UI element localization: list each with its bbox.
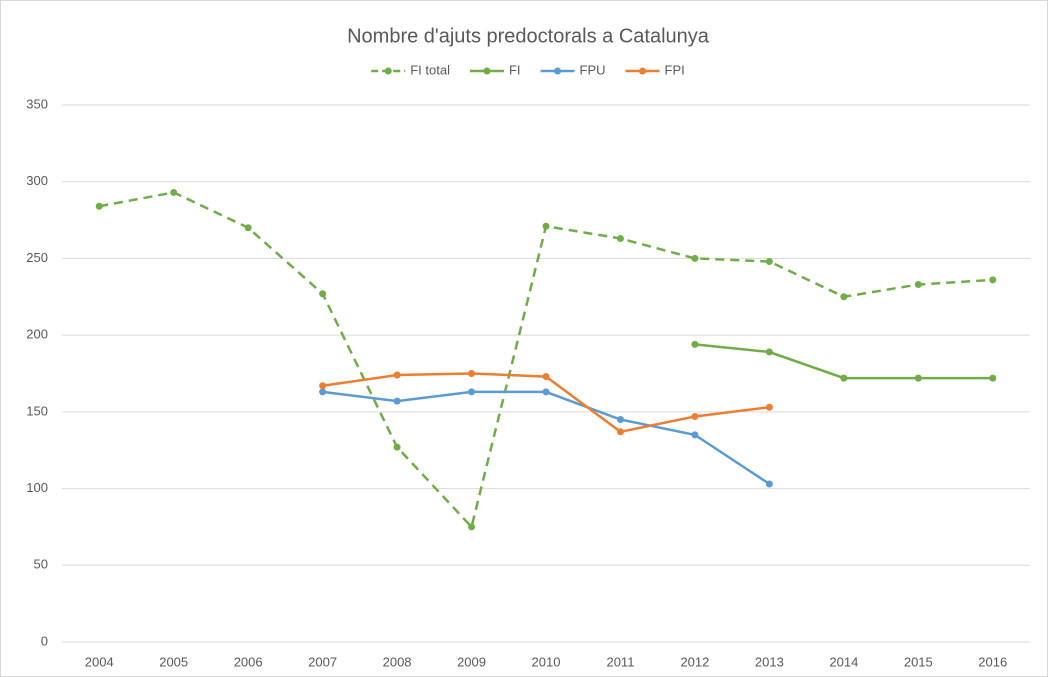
data-point bbox=[616, 416, 624, 424]
y-tick-label: 50 bbox=[34, 557, 48, 572]
data-point bbox=[989, 374, 997, 382]
data-point bbox=[468, 388, 476, 396]
data-point bbox=[319, 388, 327, 396]
data-point bbox=[393, 371, 401, 379]
y-tick-label: 0 bbox=[41, 633, 48, 648]
legend-item: FI total bbox=[371, 62, 450, 77]
chart-title: Nombre d'ajuts predoctorals a Catalunya bbox=[347, 25, 710, 47]
y-tick-label: 150 bbox=[26, 403, 48, 418]
legend-label: FI total bbox=[410, 62, 450, 77]
x-tick-label: 2012 bbox=[680, 654, 709, 669]
data-point bbox=[95, 202, 103, 210]
data-point bbox=[691, 254, 699, 262]
x-tick-label: 2008 bbox=[383, 654, 412, 669]
legend-label: FI bbox=[509, 62, 521, 77]
legend-marker bbox=[384, 67, 392, 75]
legend-marker bbox=[483, 67, 491, 75]
y-tick-label: 350 bbox=[26, 96, 48, 111]
legend-label: FPU bbox=[580, 62, 606, 77]
data-point bbox=[914, 374, 922, 382]
legend-label: FPI bbox=[665, 62, 685, 77]
x-tick-label: 2014 bbox=[829, 654, 858, 669]
data-point bbox=[691, 412, 699, 420]
x-tick-label: 2007 bbox=[308, 654, 337, 669]
data-point bbox=[542, 222, 550, 230]
data-point bbox=[468, 523, 476, 531]
data-point bbox=[765, 480, 773, 488]
legend-item: FI bbox=[469, 62, 521, 77]
data-point bbox=[691, 340, 699, 348]
x-tick-label: 2015 bbox=[904, 654, 933, 669]
legend-marker bbox=[639, 67, 647, 75]
y-tick-label: 300 bbox=[26, 173, 48, 188]
data-point bbox=[542, 373, 550, 381]
legend: FI total FI FPU FPI bbox=[371, 62, 685, 77]
data-point bbox=[319, 382, 327, 390]
data-point bbox=[393, 443, 401, 451]
data-point bbox=[765, 403, 773, 411]
x-tick-label: 2013 bbox=[755, 654, 784, 669]
y-tick-label: 250 bbox=[26, 250, 48, 265]
data-point bbox=[244, 224, 252, 232]
data-point bbox=[765, 257, 773, 265]
data-point bbox=[542, 388, 550, 396]
data-point bbox=[468, 370, 476, 377]
x-tick-label: 2009 bbox=[457, 654, 486, 669]
data-point bbox=[319, 290, 327, 298]
data-point bbox=[914, 281, 922, 289]
data-point bbox=[616, 234, 624, 242]
x-tick-label: 2016 bbox=[978, 654, 1007, 669]
x-tick-label: 2006 bbox=[234, 654, 263, 669]
x-tick-label: 2005 bbox=[159, 654, 188, 669]
x-tick-label: 2011 bbox=[606, 654, 634, 669]
data-point bbox=[989, 276, 997, 284]
x-tick-label: 2010 bbox=[532, 654, 561, 669]
y-tick-label: 100 bbox=[26, 480, 48, 495]
data-point bbox=[170, 188, 178, 196]
data-point bbox=[691, 431, 699, 439]
data-point bbox=[840, 293, 848, 301]
data-point bbox=[616, 428, 624, 436]
x-tick-label: 2004 bbox=[85, 654, 114, 669]
data-point bbox=[840, 374, 848, 382]
data-point bbox=[393, 397, 401, 405]
y-tick-label: 200 bbox=[26, 327, 48, 342]
legend-item: FPI bbox=[625, 62, 685, 77]
legend-marker bbox=[554, 67, 562, 75]
legend-item: FPU bbox=[540, 62, 606, 77]
data-point bbox=[765, 348, 773, 356]
